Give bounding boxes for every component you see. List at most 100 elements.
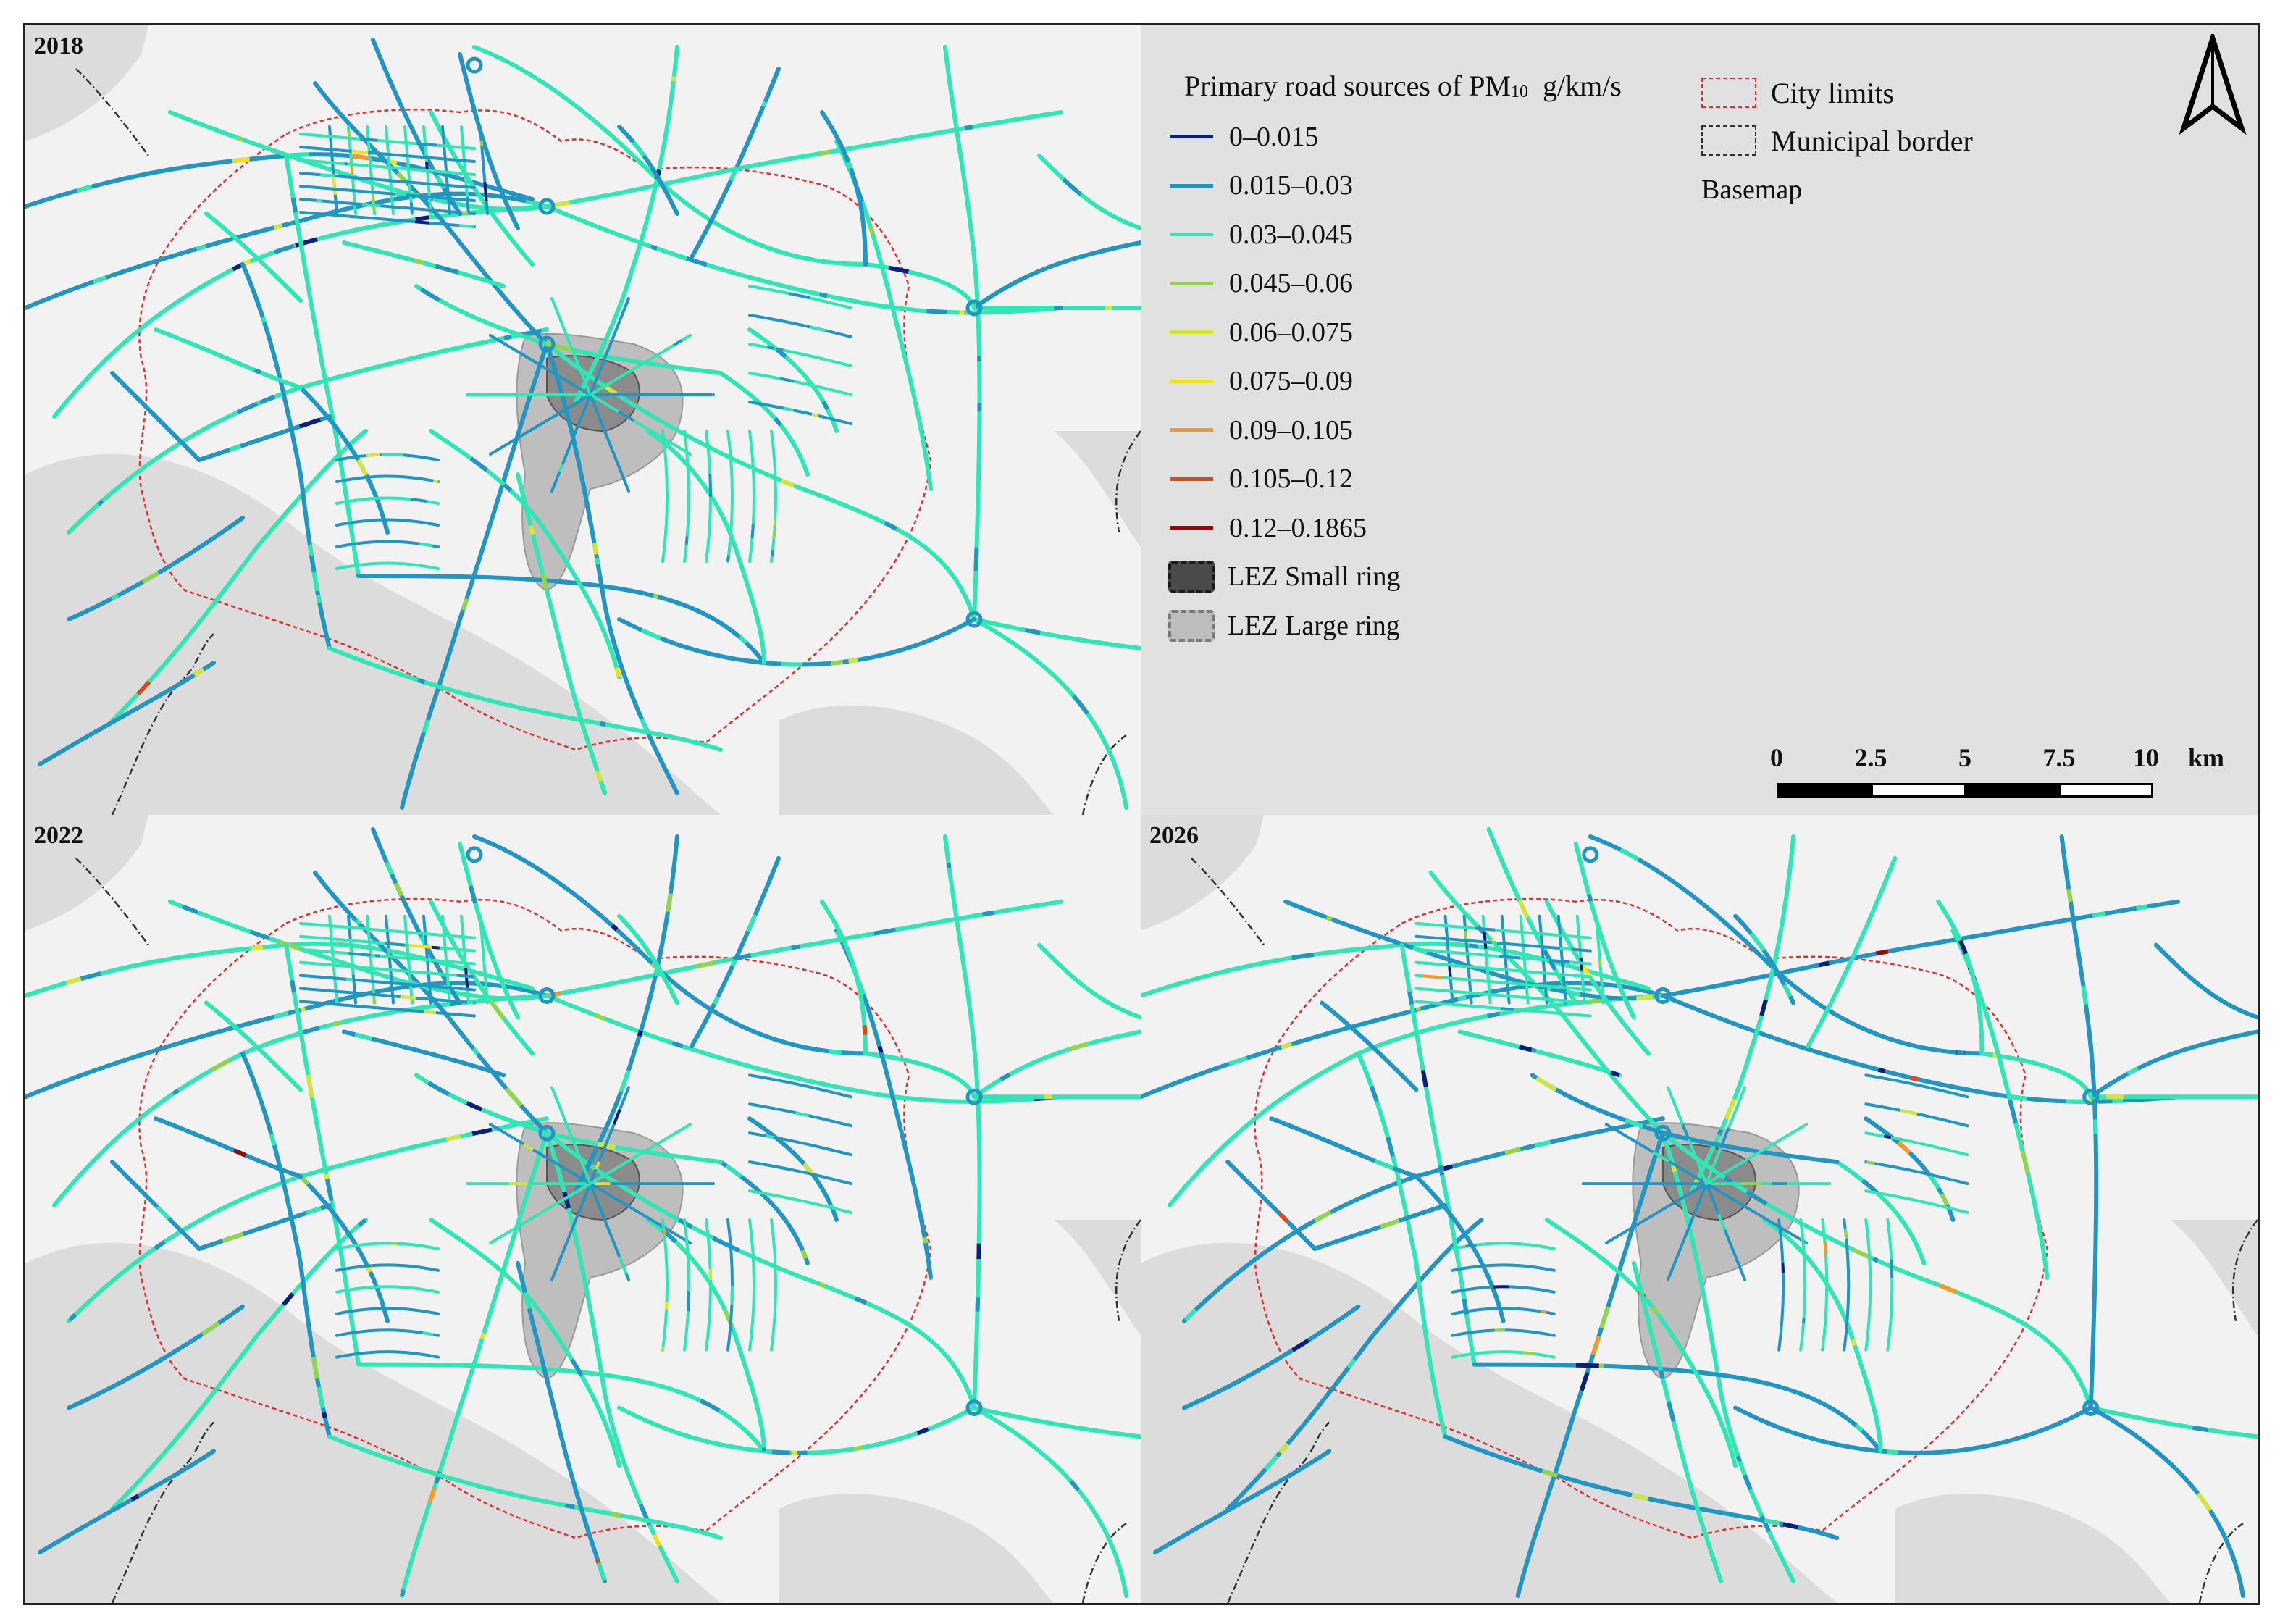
- road-emission-segment: [1605, 1123, 1708, 1185]
- city-limits-line: [138, 109, 932, 751]
- interchange-node: [466, 56, 483, 74]
- legend-title-main: Primary road sources of PM: [1184, 70, 1512, 102]
- road-segment: [1864, 1189, 1969, 1214]
- scale-bar-segment: [1871, 783, 1966, 798]
- scale-tick-label: 0: [1770, 743, 1783, 772]
- road-segment: [335, 1263, 440, 1272]
- road-emission-segment: [1414, 1174, 1506, 1322]
- municipal-border-line: [1081, 430, 1141, 815]
- road-segment: [770, 1218, 777, 1352]
- road-emission-segment: [617, 125, 679, 215]
- road-emission-segment: [1416, 1000, 1590, 1018]
- road-segment: [298, 385, 390, 535]
- road-emission-segment: [300, 172, 475, 189]
- road-segment: [1153, 1449, 1332, 1555]
- road-emission-segment: [690, 857, 781, 1047]
- road-emission-segment: [347, 916, 357, 1003]
- road-segment: [335, 1307, 440, 1315]
- road-emission-segment: [441, 126, 451, 214]
- road-segment: [335, 1242, 440, 1250]
- north-arrow-icon: [2179, 34, 2247, 135]
- road-emission-segment: [1500, 916, 1511, 1003]
- road-emission-segment: [1667, 1087, 1708, 1184]
- legend-class-row: 0.075–0.09: [1162, 357, 1401, 406]
- boundary-legend: City limits Municipal border: [1701, 69, 1973, 164]
- legend-swatch: [1170, 183, 1213, 188]
- legend-class-row: 0–0.015: [1162, 112, 1401, 162]
- road-segment: [646, 1217, 766, 1454]
- road-segment: [2059, 834, 2099, 1410]
- road-segment: [661, 1218, 669, 1352]
- road-segment: [299, 185, 476, 202]
- legend-title-subscript: 10: [1511, 83, 1529, 101]
- road-segment: [1451, 1263, 1556, 1272]
- road-segment: [748, 314, 852, 338]
- road-emission-segment: [1799, 1219, 1807, 1350]
- road-segment: [366, 914, 376, 1005]
- road-emission-segment: [313, 871, 549, 1135]
- road-segment: [550, 1086, 592, 1186]
- road-emission-segment: [300, 947, 475, 966]
- road-emission-segment: [429, 1218, 621, 1467]
- terrain-shade: [1054, 431, 1141, 547]
- road-emission-segment: [749, 1102, 852, 1128]
- road-segment: [204, 212, 303, 303]
- legend-swatch: [1170, 135, 1213, 139]
- lez-large-ring-swatch: [1168, 609, 1215, 642]
- road-emission-segment: [973, 1405, 1128, 1596]
- road-emission-segment: [1936, 900, 1984, 1054]
- road-segment: [472, 834, 868, 1056]
- road-segment: [335, 1350, 440, 1359]
- road-segment: [748, 401, 852, 425]
- road-emission-segment: [1399, 945, 1477, 1365]
- legend-swatch: [1170, 330, 1213, 335]
- road-emission-segment: [1594, 916, 1605, 1003]
- panel-year-label: 2018: [34, 33, 83, 59]
- legend-class-row: 0.03–0.045: [1162, 210, 1401, 259]
- road-segment: [2088, 1029, 2258, 1100]
- road-segment: [646, 429, 766, 665]
- road-emission-segment: [617, 914, 679, 1004]
- road-segment: [298, 1174, 390, 1323]
- road-emission-segment: [1661, 993, 2179, 1104]
- road-segment: [683, 430, 690, 563]
- road-emission-segment: [284, 945, 361, 1365]
- road-emission-segment: [284, 155, 361, 577]
- road-segment: [1660, 899, 2180, 998]
- road-emission-segment: [336, 540, 439, 548]
- road-emission-segment: [328, 126, 338, 214]
- road-emission-segment: [347, 126, 357, 214]
- legend-zone-row: LEZ Small ring: [1162, 553, 1401, 602]
- road-emission-segment: [1414, 1174, 1506, 1322]
- road-emission-segment: [690, 67, 781, 259]
- road-emission-segment: [1950, 929, 2050, 1278]
- terrain-shade: [25, 453, 721, 815]
- road-emission-segment: [1226, 1218, 1483, 1511]
- road-emission-segment: [1573, 843, 1636, 1018]
- road-segment: [154, 1116, 303, 1179]
- road-segment: [1515, 1131, 1665, 1599]
- interchange-node: [965, 1088, 983, 1105]
- road-emission-segment: [110, 371, 201, 462]
- terrain-shade: [1141, 1242, 1837, 1603]
- legend-class-row: 0.045–0.06: [1162, 259, 1401, 309]
- interchange-node: [538, 198, 556, 215]
- road-segment: [748, 1073, 852, 1099]
- road-segment: [748, 372, 852, 396]
- road-segment: [1604, 1182, 1709, 1244]
- road-segment: [1414, 987, 1592, 1005]
- scale-tick-label: 10: [2133, 743, 2159, 772]
- terrain-shade: [2170, 1219, 2258, 1336]
- road-segment: [1451, 1242, 1556, 1250]
- road-emission-segment: [336, 496, 439, 505]
- road-emission-segment: [198, 414, 330, 462]
- legend-boundary-row: Municipal border: [1701, 117, 1973, 164]
- road-emission-segment: [479, 126, 489, 214]
- terrain-shade: [1895, 1493, 2171, 1603]
- road-emission-segment: [1864, 1116, 1956, 1221]
- city-limits-line: [1254, 897, 2048, 1539]
- road-segment: [550, 393, 592, 493]
- scale-tick-label: 5: [1958, 743, 1971, 772]
- road-emission-segment: [589, 1123, 692, 1185]
- road-emission-segment: [38, 1449, 215, 1554]
